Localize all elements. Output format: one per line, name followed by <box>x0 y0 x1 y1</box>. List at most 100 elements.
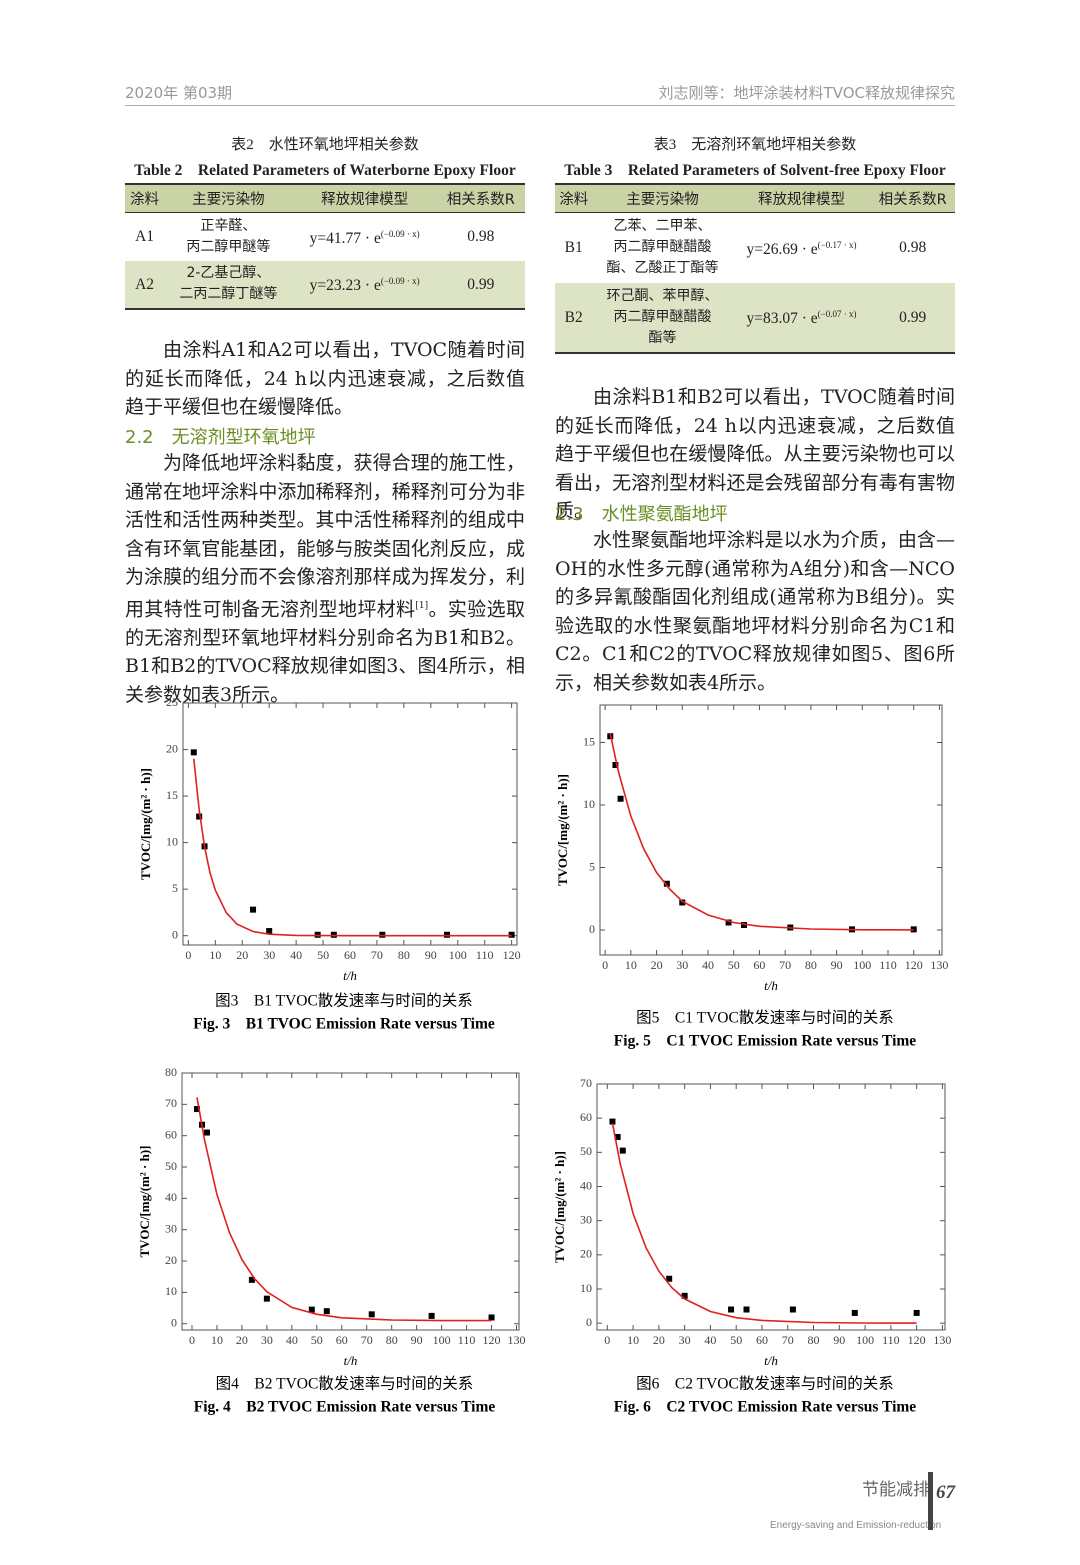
data-point <box>379 931 386 938</box>
x-tick-label: 50 <box>730 1333 742 1347</box>
data-point <box>913 1309 920 1316</box>
data-point <box>609 1118 616 1125</box>
data-point <box>910 926 917 933</box>
column-header: 释放规律模型 <box>292 183 437 213</box>
x-tick-label: 10 <box>625 958 637 972</box>
y-axis-label: TVOC/[mg/(m² · h)] <box>138 768 153 880</box>
y-axis-label: TVOC/[mg/(m² · h)] <box>555 774 570 886</box>
x-tick-label: 70 <box>361 1333 373 1347</box>
cell: 0.99 <box>870 282 955 354</box>
x-tick-label: 110 <box>458 1333 476 1347</box>
header-row: 涂料 主要污染物 释放规律模型 相关系数R <box>125 183 525 213</box>
data-point <box>666 1275 673 1282</box>
x-tick-label: 110 <box>879 958 897 972</box>
paragraph: 由涂料A1和A2可以看出，TVOC随着时间的延长而降低，24 h以内迅速衰减，之… <box>125 339 525 419</box>
table-row: A2 2-乙基己醇、 二丙二醇丁醚等 y=23.23 · e(−0.09 · x) 0.… <box>125 260 525 310</box>
x-tick-label: 100 <box>433 1333 451 1347</box>
x-tick-label: 0 <box>604 1333 610 1347</box>
x-tick-label: 0 <box>189 1333 195 1347</box>
formula: y=41.77 · e <box>309 230 381 248</box>
y-tick-label: 10 <box>583 797 595 811</box>
data-point <box>196 813 203 820</box>
x-tick-label: 80 <box>805 958 817 972</box>
page-number: 67 <box>936 1482 955 1503</box>
header-rule <box>125 105 955 106</box>
data-point <box>619 1147 626 1154</box>
cell-line: 正辛醛、 <box>200 217 257 234</box>
y-tick-label: 60 <box>580 1110 592 1124</box>
x-tick-label: 100 <box>853 958 871 972</box>
y-tick-label: 5 <box>172 881 178 895</box>
figure-caption: 图5 C1 TVOC散发速率与时间的关系 <box>636 1009 894 1027</box>
footer-subtitle: Energy-saving and Emission-reduction <box>770 1520 942 1531</box>
y-tick-label: 20 <box>165 1253 177 1267</box>
x-tick-label: 20 <box>653 1333 665 1347</box>
data-point <box>679 899 686 906</box>
x-tick-label: 70 <box>371 948 383 962</box>
plot-frame <box>599 704 943 956</box>
cell-line: 酯、乙酸正丁酯等 <box>606 260 719 277</box>
section-heading: 2.3 水性聚氨酯地坪 <box>555 504 728 525</box>
data-point <box>663 880 670 887</box>
x-tick-label: 30 <box>263 948 275 962</box>
x-tick-label: 60 <box>753 958 765 972</box>
table-caption: 表2 水性环氧地坪相关参数 <box>231 137 419 153</box>
data-point <box>428 1312 435 1319</box>
data-point <box>741 922 747 928</box>
footer-title: 节能减排 <box>862 1480 930 1500</box>
x-tick-label: 40 <box>702 958 714 972</box>
x-tick-label: 60 <box>336 1333 348 1347</box>
x-tick-label: 40 <box>286 1333 298 1347</box>
column-header: 涂料 <box>555 183 593 213</box>
y-tick-label: 70 <box>580 1076 592 1090</box>
cell: y=23.23 · e(−0.09 · x) <box>292 260 437 310</box>
data-point <box>728 1306 735 1313</box>
data-point <box>614 1133 621 1140</box>
table-caption: 表3 无溶剂环氧地坪相关参数 <box>653 137 857 153</box>
formula: y=83.07 · e <box>746 310 818 328</box>
y-tick-label: 20 <box>580 1247 592 1261</box>
cell: y=41.77 · e(−0.09 · x) <box>293 213 437 261</box>
data-point <box>743 1306 750 1313</box>
data-point <box>266 928 273 935</box>
cell: A2 <box>125 260 165 310</box>
header-left: 2020年 第03期 <box>125 84 233 102</box>
x-tick-label: 80 <box>398 948 410 962</box>
data-point <box>617 795 624 802</box>
x-axis-label: t/h <box>344 1353 358 1368</box>
data-point <box>368 1311 375 1318</box>
x-tick-label: 40 <box>290 948 302 962</box>
x-tick-label: 90 <box>425 948 437 962</box>
data-point <box>443 931 450 938</box>
data-point <box>789 1306 796 1313</box>
y-tick-label: 60 <box>165 1127 177 1141</box>
data-point <box>681 1292 688 1299</box>
cell: y=83.07 · e(−0.07 · x) <box>732 282 871 354</box>
x-tick-label: 20 <box>236 948 248 962</box>
formula-exponent: (−0.07 · x) <box>817 309 857 320</box>
y-tick-label: 25 <box>166 695 178 709</box>
x-tick-label: 80 <box>386 1333 398 1347</box>
data-point <box>330 931 337 938</box>
text: 。实验选取的无溶剂型环氧地坪材料分别命名为B1和B2。B1和B2的TVOC释放规… <box>125 598 525 707</box>
x-tick-label: 120 <box>503 948 521 962</box>
x-tick-label: 90 <box>411 1333 423 1347</box>
figure-caption: 图6 C2 TVOC散发速率与时间的关系 <box>636 1375 894 1393</box>
cell: 0.98 <box>467 228 495 246</box>
x-axis-label: t/h <box>343 968 357 983</box>
table-row: A1 正辛醛、 丙二醇甲醚等 y=41.77 · e(−0.09 · x) 0.98 <box>125 213 525 261</box>
table: 涂料 主要污染物 释放规律模型 相关系数R B1 乙苯、二甲苯、 丙二醇甲醚醋酸 酯、乙酸正丁… <box>555 183 955 354</box>
data-point <box>612 762 619 768</box>
data-point <box>263 1295 270 1302</box>
table: 涂料 主要污染物 释放规律模型 相关系数R A1 正辛醛、 丙二醇甲醚等 y=41.77 · … <box>125 183 525 310</box>
cell-line: 丙二醇甲醚醋酸 <box>613 239 712 256</box>
y-tick-label: 10 <box>166 834 178 848</box>
cell-line: 环己酮、苯甲醇、 <box>606 287 719 304</box>
x-tick-label: 0 <box>602 958 608 972</box>
x-tick-label: 50 <box>317 948 329 962</box>
x-tick-label: 120 <box>905 958 923 972</box>
cell-line: 二丙二醇丁醚等 <box>179 286 278 302</box>
cell: 乙苯、二甲苯、 丙二醇甲醚醋酸 酯、乙酸正丁酯等 <box>592 213 732 283</box>
y-tick-label: 10 <box>165 1284 177 1298</box>
x-tick-label: 100 <box>449 948 467 962</box>
